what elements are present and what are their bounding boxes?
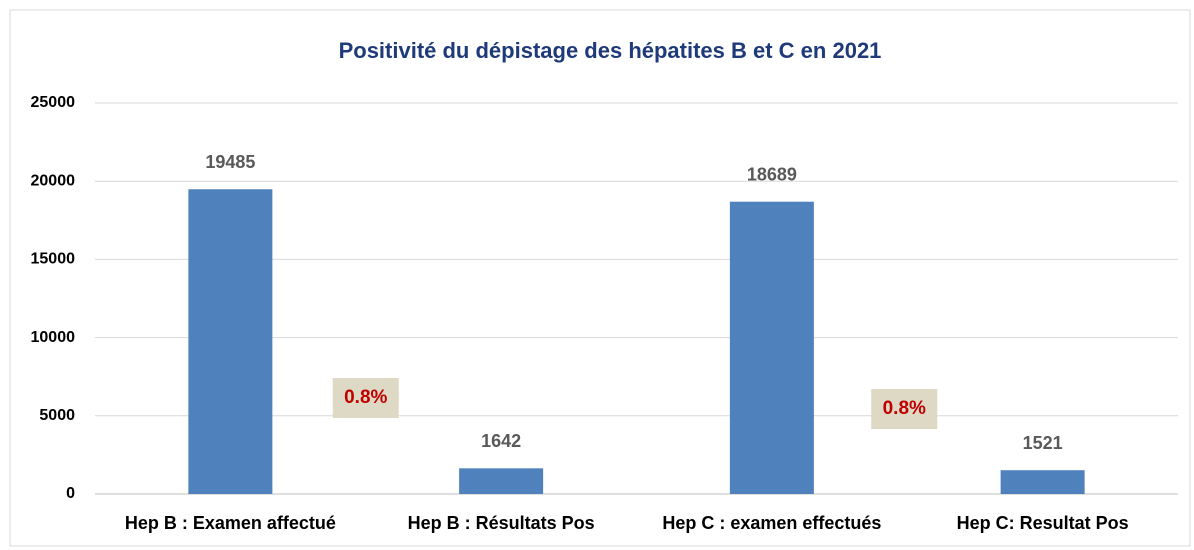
bar	[188, 189, 273, 495]
x-tick-label: Hep C : examen effectués	[662, 513, 881, 533]
y-tick-label: 5000	[39, 407, 75, 424]
x-tick-label: Hep B : Examen affectué	[125, 513, 336, 533]
y-tick-label: 25000	[31, 94, 76, 111]
chart-border	[9, 9, 1191, 547]
annotation-box	[332, 378, 399, 418]
y-tick-label: 20000	[31, 172, 76, 189]
annotation: 0.8%	[883, 398, 926, 419]
x-tick-label: Hep B : Résultats Pos	[408, 513, 595, 533]
bar	[1000, 470, 1085, 494]
annotation: 0.8%	[344, 387, 387, 408]
chart-title: Positivité du dépistage des hépatites B …	[339, 38, 882, 63]
data-label: 1642	[481, 431, 521, 451]
data-label: 19485	[205, 152, 255, 172]
y-tick-label: 10000	[31, 329, 76, 346]
data-label: 18689	[747, 164, 797, 184]
y-tick-label: 0	[66, 485, 75, 502]
data-label: 1521	[1023, 433, 1063, 453]
y-tick-label: 15000	[31, 251, 76, 268]
x-tick-label: Hep C: Resultat Pos	[957, 513, 1129, 533]
bar	[459, 468, 544, 494]
annotation-box	[871, 389, 938, 429]
bar	[729, 201, 814, 494]
